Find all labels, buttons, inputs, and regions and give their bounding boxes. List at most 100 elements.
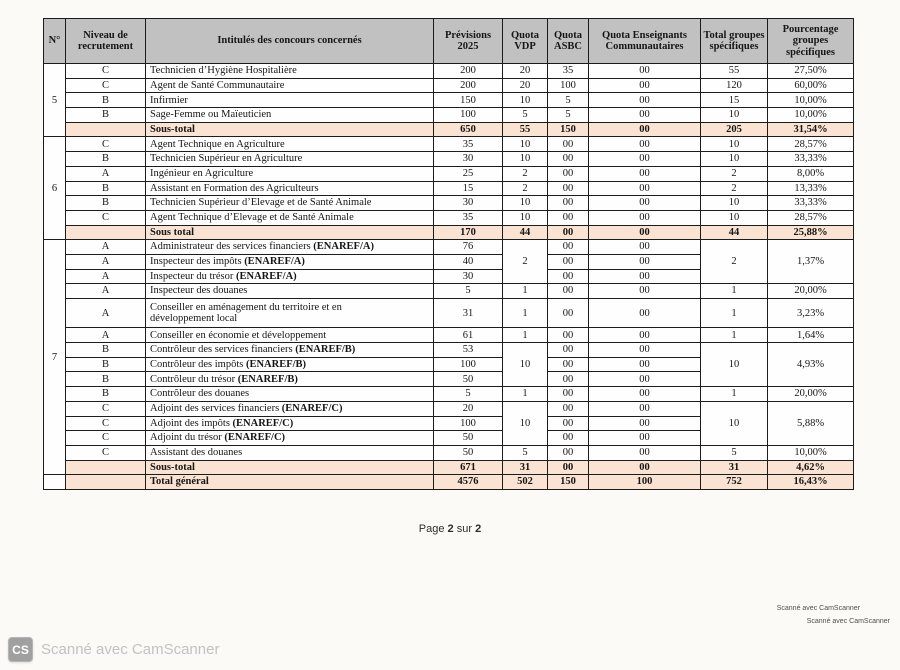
quota-vdp-cell: 10	[502, 342, 548, 388]
camscanner-logo-icon: CS	[8, 637, 33, 662]
previsions-cell: 53	[433, 342, 503, 358]
niveau-cell: B	[65, 195, 146, 211]
quota-vdp-cell: 31	[502, 459, 548, 476]
quota-asbc-cell: 5	[547, 107, 589, 123]
intitule-cell: Technicien Supérieur d’Elevage et de San…	[145, 195, 434, 211]
grand-total-row: Total général 4576 502 150 100 752 16,43%	[43, 474, 854, 490]
previsions-cell: 5	[433, 283, 503, 299]
table-row: 5 C Technicien d’Hygiène Hospitalière 200 20…	[43, 62, 854, 138]
previsions-cell: 35	[433, 209, 503, 226]
quota-asbc-cell: 00	[547, 224, 589, 241]
subtotal-niveau-cell	[65, 459, 146, 476]
quota-asbc-cell: 00	[547, 459, 589, 476]
subtotal-label-cell: Sous-total	[145, 459, 434, 476]
quota-asbc-cell: 35	[547, 63, 589, 79]
camscanner-watermark: CS Scanné avec CamScanner	[8, 637, 219, 662]
total-groupes-cell: 205	[700, 121, 768, 138]
quota-enseignants-cell: 00	[588, 63, 701, 79]
quota-asbc-cell: 00	[547, 430, 589, 446]
previsions-cell: 5	[433, 386, 503, 402]
intitule-cell: Sage-Femme ou Maïeuticien	[145, 107, 434, 123]
quota-enseignants-cell: 00	[588, 151, 701, 167]
quota-enseignants-cell: 00	[588, 224, 701, 241]
niveau-cell: B	[65, 151, 146, 167]
table-row: 7 A Administrateur des services financiers…	[43, 239, 854, 476]
pourcentage-cell: 25,88%	[767, 224, 854, 241]
table-row: A Inspecteur des douanes 5 1 00 00 1 20,00%	[44, 283, 854, 299]
table-header: N° Niveau de recrutement Intitulés des con…	[43, 18, 854, 64]
table-body: 5 C Technicien d’Hygiène Hospitalière 200 20…	[43, 62, 854, 490]
pourcentage-cell: 13,33%	[767, 180, 854, 197]
quota-asbc-cell: 150	[547, 474, 589, 490]
intitule-cell: Conseiller en économie et développement	[145, 327, 434, 344]
total-groupes-cell: 5	[700, 444, 768, 461]
quota-vdp-cell: 10	[502, 92, 548, 109]
total-groupes-cell: 15	[700, 92, 768, 109]
page-separator: sur	[456, 523, 473, 535]
quota-vdp-cell: 10	[502, 400, 548, 446]
quota-asbc-cell: 00	[547, 283, 589, 299]
total-groupes-cell: 55	[700, 63, 768, 79]
previsions-cell: 200	[433, 63, 503, 79]
previsions-cell: 20	[433, 400, 503, 417]
quota-enseignants-cell: 00	[588, 297, 701, 329]
quota-asbc-cell: 00	[547, 356, 589, 373]
page-number: Page 2 sur 2	[0, 523, 900, 535]
table-row: B Contrôleur des douanes 5 1 00 00 1 20,00%	[44, 386, 854, 402]
niveau-cell: B	[65, 342, 146, 358]
intitule-cell: Ingénieur en Agriculture	[145, 165, 434, 182]
previsions-cell: 170	[433, 224, 503, 241]
total-groupes-cell: 1	[700, 297, 768, 329]
quota-enseignants-cell: 00	[588, 459, 701, 476]
total-groupes-cell: 10	[700, 342, 768, 388]
quota-vdp-cell: 5	[502, 107, 548, 123]
col-header-vdp: Quota VDP	[502, 18, 548, 64]
previsions-cell: 35	[433, 136, 503, 153]
quota-vdp-cell: 10	[502, 136, 548, 153]
quota-asbc-cell: 100	[547, 77, 589, 94]
quota-vdp-cell: 2	[502, 239, 548, 285]
intitule-cell: Administrateur des services financiers (…	[145, 239, 434, 255]
quota-vdp-cell: 2	[502, 165, 548, 182]
quota-enseignants-cell: 00	[588, 283, 701, 299]
intitule-cell: Agent Technique d’Elevage et de Santé An…	[145, 209, 434, 226]
quota-vdp-cell: 10	[502, 195, 548, 211]
table-row: A Conseiller en économie et développement…	[44, 327, 854, 344]
pourcentage-cell: 3,23%	[767, 297, 854, 329]
previsions-cell: 650	[433, 121, 503, 138]
group-number-cell: 7	[43, 239, 66, 476]
total-groupes-cell: 120	[700, 77, 768, 94]
niveau-cell: A	[65, 239, 146, 255]
intitule-cell: Contrôleur du trésor (ENAREF/B)	[145, 371, 434, 388]
table-row: B Technicien Supérieur d’Elevage et de Sa…	[44, 195, 854, 211]
intitule-cell: Inspecteur du trésor (ENAREF/A)	[145, 268, 434, 285]
subtotal-row: Sous total 170 44 00 00 44 25,88%	[44, 224, 854, 241]
quota-enseignants-cell: 00	[588, 239, 701, 255]
pourcentage-cell: 31,54%	[767, 121, 854, 138]
niveau-cell: B	[65, 107, 146, 123]
quota-enseignants-cell: 00	[588, 92, 701, 109]
quota-enseignants-cell: 00	[588, 268, 701, 285]
niveau-cell: C	[65, 400, 146, 417]
quota-asbc-cell: 00	[547, 415, 589, 432]
table-row: A Inspecteur du trésor (ENAREF/A) 30 00 00	[44, 268, 854, 285]
quota-enseignants-cell: 00	[588, 327, 701, 344]
intitule-cell: Inspecteur des impôts (ENAREF/A)	[145, 253, 434, 270]
quota-enseignants-cell: 00	[588, 400, 701, 417]
quota-enseignants-cell: 00	[588, 356, 701, 373]
niveau-cell: A	[65, 283, 146, 299]
quota-vdp-cell: 10	[502, 151, 548, 167]
total-groupes-cell: 2	[700, 165, 768, 182]
quota-asbc-cell: 00	[547, 268, 589, 285]
quota-enseignants-cell: 00	[588, 430, 701, 446]
pourcentage-cell: 20,00%	[767, 283, 854, 299]
total-groupes-cell: 752	[700, 474, 768, 490]
quota-asbc-cell: 150	[547, 121, 589, 138]
col-header-total: Total groupes spécifiques	[700, 18, 768, 64]
intitule-cell: Infirmier	[145, 92, 434, 109]
table-row: C Adjoint des services financiers (ENAREF…	[44, 400, 854, 446]
recruitment-table-wrap: N° Niveau de recrutement Intitulés des con…	[43, 18, 854, 490]
previsions-cell: 200	[433, 77, 503, 94]
quota-asbc-cell: 00	[547, 151, 589, 167]
table-row: A Ingénieur en Agriculture 25 2 00 00 2 8,00%	[44, 165, 854, 182]
